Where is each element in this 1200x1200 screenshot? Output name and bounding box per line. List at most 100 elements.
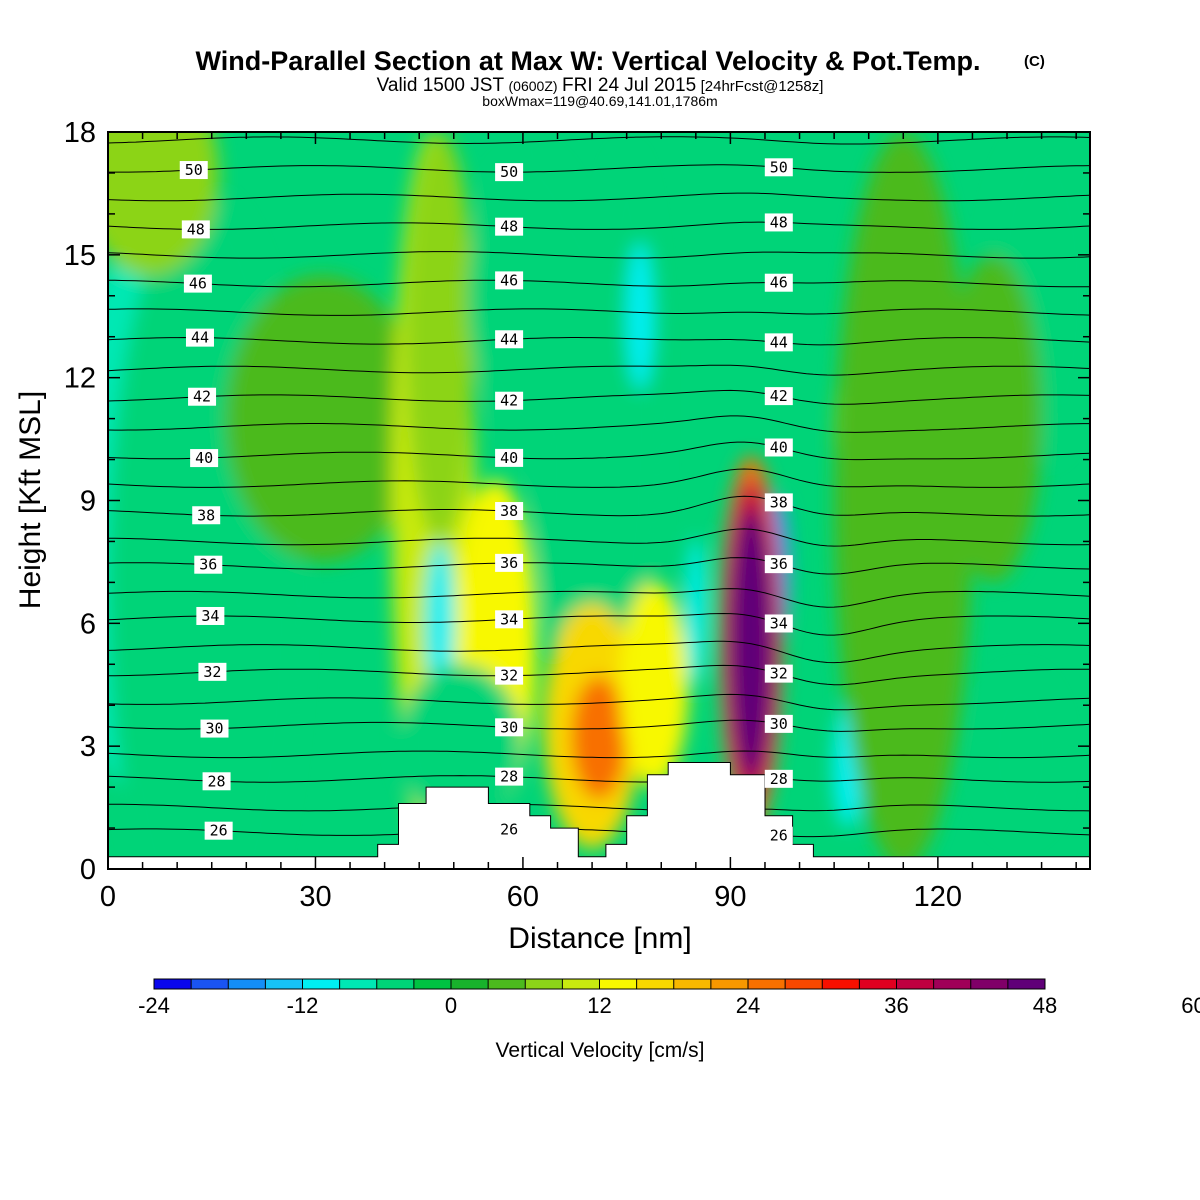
contour-label-box	[495, 820, 524, 839]
x-tick-label: 60	[507, 881, 539, 913]
contour-label-text: 50	[185, 161, 203, 179]
colorbar-tick-label: -24	[138, 993, 170, 1018]
contour-label-30-2: 30	[764, 714, 793, 733]
colorbar-swatch-19	[859, 979, 897, 989]
contour-label-box	[196, 606, 225, 625]
contour-label-box	[495, 271, 524, 290]
contour-label-text: 36	[500, 554, 518, 572]
theta-contour-33	[108, 640, 1090, 664]
colorbar-swatch-10	[525, 979, 563, 989]
theta-contour-45	[108, 308, 1090, 316]
colorbar-swatch-16	[748, 979, 786, 989]
contour-label-box	[764, 387, 793, 406]
contour-label-48-1: 48	[495, 217, 524, 236]
theta-contour-47	[108, 251, 1090, 259]
contour-label-26-1: 26	[495, 820, 524, 839]
colorbar-tick-label: 12	[587, 993, 611, 1018]
contour-label-box	[495, 767, 524, 786]
y-tick-label: 12	[64, 363, 96, 395]
contour-label-44-2: 44	[764, 333, 793, 352]
contour-label-26-0: 26	[204, 821, 233, 840]
colorbar-tick-label: -12	[287, 993, 319, 1018]
colorbar-swatch-18	[822, 979, 860, 989]
contour-label-text: 38	[197, 506, 215, 524]
contour-label-48-0: 48	[181, 220, 210, 239]
contour-label-box	[495, 391, 524, 410]
theta-contour-35	[108, 588, 1090, 608]
colorbar-title: Vertical Velocity [cm/s]	[496, 1039, 705, 1062]
contour-label-50-2: 50	[764, 158, 793, 177]
contour-label-box	[179, 161, 208, 180]
contour-label-box	[185, 328, 214, 347]
plot-area: 26 26 26 28 28 28 30 30 30 32 32 32 34 34 34 36 36 36 38 38…	[108, 132, 1090, 869]
colorbar-swatch-5	[339, 979, 378, 989]
colorbar-tick-label: 24	[736, 993, 760, 1018]
contour-label-text: 32	[203, 663, 221, 681]
theta-contour-39	[108, 468, 1090, 488]
colorbar-swatch-7	[413, 979, 452, 989]
colorbar-swatch-21	[933, 979, 972, 989]
y-tick-label: 3	[80, 731, 96, 763]
contour-label-box	[764, 493, 793, 512]
contour-label-44-1: 44	[495, 330, 524, 349]
w-region-3	[225, 275, 420, 562]
contour-label-42-2: 42	[764, 387, 793, 406]
chart-subtitle-box: boxWmax=119@40.69,141.01,1786m	[482, 93, 717, 109]
colorbar-swatch-9	[488, 979, 526, 989]
colorbar-swatch-1	[191, 979, 229, 989]
theta-contour-34	[108, 612, 1090, 636]
contour-label-28-0: 28	[202, 772, 231, 791]
subtitle-forecast: [24hrFcst@1258z]	[701, 78, 824, 95]
subtitle-valid: Valid 1500 JST	[377, 75, 505, 96]
theta-contour-48	[108, 221, 1090, 230]
theta-contour-26	[108, 828, 1090, 838]
contour-label-text: 42	[770, 387, 788, 405]
contour-label-text: 48	[500, 218, 518, 236]
contour-label-38-1: 38	[495, 502, 524, 521]
y-axis-label: Height [Kft MSL]	[14, 391, 47, 609]
theta-contour-38	[108, 495, 1090, 517]
contour-label-text: 30	[770, 715, 788, 733]
contour-label-42-0: 42	[188, 387, 217, 406]
w-region-16	[619, 582, 689, 788]
x-axis-label: Distance [nm]	[508, 922, 691, 955]
contour-labels: 26 26 26 28 28 28 30 30 30 32 32 32 34 34 34 36 36 36 38 38…	[179, 158, 793, 845]
theta-contour-40	[108, 441, 1090, 461]
contour-label-40-2: 40	[764, 438, 793, 457]
contour-label-box	[764, 769, 793, 788]
theta-contour-30	[108, 719, 1090, 732]
colorbar-swatch-3	[265, 979, 303, 989]
colorbar-tick-label: 0	[445, 993, 457, 1018]
theta-contour-51	[108, 136, 1090, 145]
colorbar: -24 -12 0 12 24 36 48 60	[138, 978, 1200, 1018]
y-tick-label: 9	[80, 486, 96, 518]
w-region-27	[834, 132, 973, 869]
terrain-mask	[108, 762, 1090, 869]
contour-label-text: 26	[500, 820, 518, 838]
contour-label-32-2: 32	[764, 664, 793, 683]
colorbar-swatch-13	[636, 979, 675, 989]
contour-label-38-2: 38	[764, 493, 793, 512]
w-region-11	[467, 152, 593, 440]
contour-label-text: 48	[187, 220, 205, 238]
contour-label-text: 40	[195, 449, 213, 467]
contour-label-46-2: 46	[764, 273, 793, 292]
contour-label-text: 42	[193, 388, 211, 406]
contour-label-text: 26	[770, 827, 788, 845]
theta-contour-43	[108, 364, 1090, 376]
contour-label-box	[190, 449, 219, 468]
contour-label-box	[183, 274, 212, 293]
contour-label-44-0: 44	[185, 328, 214, 347]
contour-label-text: 42	[500, 392, 518, 410]
theta-contour-49	[108, 192, 1090, 202]
contour-label-box	[495, 553, 524, 572]
contour-label-box	[764, 826, 793, 845]
contour-label-text: 44	[770, 333, 788, 351]
theta-contour-36	[108, 557, 1090, 575]
contour-label-box	[495, 718, 524, 737]
contour-label-box	[204, 821, 233, 840]
w-region-13	[626, 242, 655, 390]
contour-label-28-2: 28	[764, 769, 793, 788]
